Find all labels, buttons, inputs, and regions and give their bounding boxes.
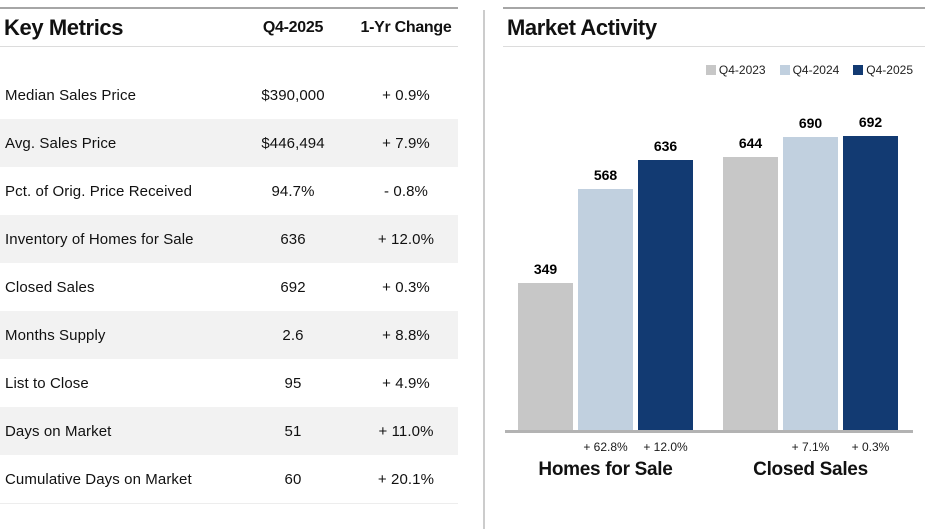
row-label: Pct. of Orig. Price Received [5,182,193,200]
table-row: Inventory of Homes for Sale 636 + 12.0% [0,215,458,263]
bar-q4-2024 [578,189,633,432]
legend-swatch-icon [853,65,864,75]
bar-value-label: 568 [593,167,618,183]
table-row: Avg. Sales Price $446,494 + 7.9% [0,119,458,167]
bar-value-label: 349 [533,261,558,277]
row-label: Months Supply [5,326,106,344]
bar-chart-plot: 349 568 636 644 690 692 [503,114,925,432]
row-label: List to Close [5,374,89,392]
x-axis-line [505,430,913,433]
key-metrics-header: Key Metrics Q4-2025 1-Yr Change [0,7,458,47]
row-label: Closed Sales [5,278,95,296]
row-change: + 20.1% [377,470,435,488]
row-change: + 4.9% [382,374,430,392]
column-header-1yr-change: 1-Yr Change [360,18,452,36]
row-change: + 7.9% [382,134,430,152]
table-row: Days on Market 51 + 11.0% [0,407,458,455]
row-value: 2.6 [282,326,304,344]
row-label: Inventory of Homes for Sale [5,230,194,248]
table-row: Median Sales Price $390,000 + 0.9% [0,71,458,119]
legend-label: Q4-2024 [792,63,840,77]
row-value: 636 [280,230,306,248]
row-change: + 11.0% [378,422,434,440]
row-value: 94.7% [271,182,315,200]
bar-value-label: 636 [653,138,678,154]
row-value: 95 [284,374,302,392]
legend-label: Q4-2025 [866,63,913,77]
legend-item: Q4-2023 [705,63,766,77]
table-row: Pct. of Orig. Price Received 94.7% - 0.8% [0,167,458,215]
bar-change-label: + 62.8% [583,440,628,454]
bar-change-label: + 12.0% [643,440,688,454]
row-change: + 0.9% [382,86,430,104]
table-row: Closed Sales 692 + 0.3% [0,263,458,311]
row-label: Cumulative Days on Market [5,470,192,488]
row-label: Median Sales Price [5,86,137,104]
category-label-closed-sales: Closed Sales [753,459,868,480]
market-activity-panel: Market Activity Q4-2023 Q4-2024 Q4-2025 34… [503,0,925,480]
row-change: + 0.3% [382,278,430,296]
column-header-q4-2025: Q4-2025 [262,18,324,36]
panel-divider [483,10,485,529]
market-activity-title: Market Activity [507,14,657,40]
bar-change-label: + 7.1% [791,440,830,454]
key-metrics-panel: Key Metrics Q4-2025 1-Yr Change Median S… [0,0,458,504]
bar-change-label: + 0.3% [851,440,890,454]
table-row: List to Close 95 + 4.9% [0,359,458,407]
legend-swatch-icon [779,65,790,75]
legend-item: Q4-2025 [853,63,913,77]
bar-q4-2023 [723,157,778,432]
bar-q4-2024 [783,137,838,432]
row-value: 692 [280,278,306,296]
row-change: - 0.8% [384,182,428,200]
legend-swatch-icon [705,65,716,75]
bar-value-label: 644 [738,135,763,151]
bar-q4-2025 [843,136,898,432]
bar-q4-2023 [518,283,573,432]
row-change: + 12.0% [377,230,435,248]
row-value: $446,494 [261,134,325,152]
row-value: $390,000 [261,86,325,104]
row-value: 51 [284,422,302,440]
row-label: Avg. Sales Price [5,134,117,152]
bar-value-label: 690 [798,115,823,131]
row-change: + 8.8% [382,326,430,344]
row-label: Days on Market [5,422,112,440]
bar-q4-2025 [638,160,693,432]
bar-value-label: 692 [858,114,883,130]
row-value: 60 [284,470,302,488]
table-row: Months Supply 2.6 + 8.8% [0,311,458,359]
legend-item: Q4-2024 [779,63,840,77]
table-row: Cumulative Days on Market 60 + 20.1% [0,455,458,503]
metrics-rows: Median Sales Price $390,000 + 0.9% Avg. Sal… [0,71,458,504]
legend-label: Q4-2023 [718,63,766,77]
market-activity-header: Market Activity [503,7,925,47]
chart-legend: Q4-2023 Q4-2024 Q4-2025 [705,63,913,77]
key-metrics-title: Key Metrics [4,14,124,40]
category-label-homes-for-sale: Homes for Sale [538,459,673,480]
